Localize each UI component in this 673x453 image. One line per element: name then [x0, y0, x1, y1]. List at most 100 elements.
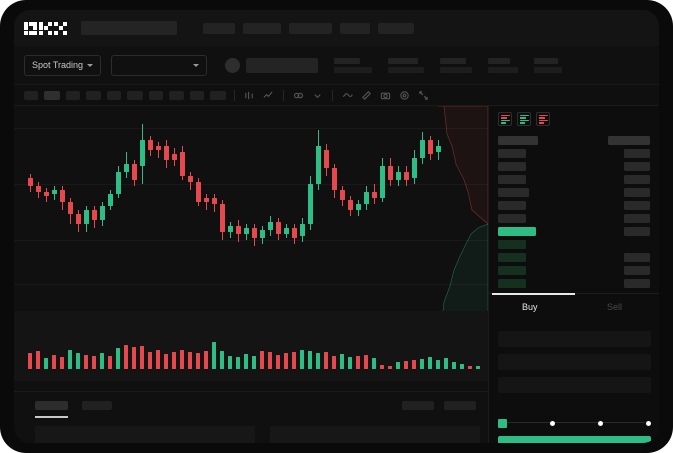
candle-body	[308, 184, 313, 224]
stat-block-3	[440, 57, 473, 73]
camera-icon[interactable]	[379, 89, 392, 102]
buy-sell-tabs: Buy Sell	[489, 293, 659, 323]
stepper-point-4[interactable]	[646, 420, 651, 426]
market-type-label: Spot Trading	[32, 60, 84, 70]
timeframe-button-10[interactable]	[210, 90, 226, 100]
stat-block-5	[534, 57, 563, 73]
nav-item-3[interactable]	[289, 22, 332, 34]
tab-order-history[interactable]	[82, 401, 112, 410]
orderbook-row-size-4[interactable]	[624, 175, 650, 184]
candle-body	[84, 210, 89, 224]
orderbook-row-size-3[interactable]	[624, 162, 650, 171]
header-search-field[interactable]	[81, 21, 177, 35]
orderbook-bids-icon[interactable]	[517, 112, 531, 126]
volume-bar-10	[100, 353, 104, 369]
orderbook-row-price-5[interactable]	[498, 188, 529, 197]
timeframe-button-2[interactable]	[44, 90, 60, 100]
timeframe-button-5[interactable]	[107, 90, 121, 100]
timeframe-button-9[interactable]	[190, 90, 204, 100]
settings-icon[interactable]	[398, 89, 411, 102]
place-order-button[interactable]	[498, 436, 651, 443]
timeframe-button-4[interactable]	[86, 90, 101, 100]
order-amount-field[interactable]	[498, 354, 651, 370]
volume-bar-9	[92, 356, 96, 369]
orderbook-row-price-4[interactable]	[498, 175, 526, 184]
okx-logo[interactable]	[24, 21, 67, 35]
stat-block-2	[388, 57, 425, 73]
candle-body	[52, 190, 57, 194]
ruler-icon[interactable]	[360, 89, 373, 102]
candle-body	[108, 194, 113, 206]
logo-letter-o	[24, 21, 37, 35]
line-chart-icon[interactable]	[262, 89, 275, 102]
market-type-dropdown[interactable]: Spot Trading	[24, 54, 102, 76]
candle-body	[372, 192, 377, 198]
orderbook-asks-icon[interactable]	[536, 112, 550, 126]
orderbook-row-price-12[interactable]	[498, 279, 526, 288]
chevron-down-icon	[87, 63, 94, 67]
candle-body	[332, 168, 337, 190]
nav-item-5[interactable]	[378, 22, 414, 34]
orderbook-row-size-10[interactable]	[624, 253, 650, 262]
volume-bar-8	[84, 355, 88, 369]
stepper-point-2[interactable]	[550, 420, 555, 426]
tab-open-orders[interactable]	[35, 401, 68, 410]
volume-bar-19	[172, 352, 176, 369]
orderbook-row-size-7[interactable]	[624, 214, 650, 223]
volume-bar-5	[60, 357, 64, 369]
candle-body	[148, 140, 153, 150]
orderbook-row-size-5[interactable]	[624, 188, 650, 197]
volume-bar-49	[412, 360, 416, 369]
amount-percent-stepper[interactable]	[498, 417, 651, 429]
volume-bar-22	[196, 353, 200, 369]
nav-item-1[interactable]	[203, 22, 235, 34]
candle-body	[36, 186, 41, 192]
orderbook-row-price-3[interactable]	[498, 162, 526, 171]
orderbook-row-price-11[interactable]	[498, 266, 526, 275]
timeframe-button-8[interactable]	[169, 90, 184, 100]
order-price-field[interactable]	[498, 331, 651, 347]
timeframe-button-1[interactable]	[24, 90, 38, 100]
orderbook-row-size-1[interactable]	[608, 136, 650, 145]
orderbook-row-price-1[interactable]	[498, 136, 538, 145]
trading-pair-select[interactable]	[111, 54, 208, 76]
orderbook-row-price-7[interactable]	[498, 214, 526, 223]
timeframe-button-6[interactable]	[127, 90, 143, 100]
volume-bar-4	[52, 355, 56, 369]
candle-body	[260, 230, 265, 238]
price-chart[interactable]	[14, 106, 488, 391]
orderbook-row-size-8[interactable]	[624, 227, 650, 236]
nav-item-4[interactable]	[340, 22, 370, 34]
volume-bar-23	[204, 351, 208, 369]
orderbook-row-price-9[interactable]	[498, 240, 526, 249]
candle-body	[244, 228, 249, 234]
chevron-down-icon[interactable]	[311, 89, 324, 102]
action-1[interactable]	[402, 401, 434, 410]
order-total-field[interactable]	[498, 377, 651, 393]
orderbook-row-price-8[interactable]	[498, 227, 536, 236]
tab-sell[interactable]: Sell	[607, 302, 623, 312]
indicator-icon[interactable]	[292, 89, 305, 102]
orderbook-row-price-6[interactable]	[498, 201, 526, 210]
orderbook-both-icon[interactable]	[498, 112, 512, 126]
orderbook-row-size-11[interactable]	[624, 266, 650, 275]
timeframe-button-3[interactable]	[66, 90, 80, 100]
stepper-point-3[interactable]	[598, 420, 603, 426]
orderbook-row-size-2[interactable]	[624, 149, 650, 158]
orderbook-row-size-6[interactable]	[624, 201, 650, 210]
stepper-point-1[interactable]	[498, 418, 507, 428]
trend-line-icon[interactable]	[341, 89, 354, 102]
candlestick-chart-icon[interactable]	[243, 89, 256, 102]
timeframe-button-7[interactable]	[149, 90, 163, 100]
tab-buy[interactable]: Buy	[522, 302, 538, 312]
candle-body	[28, 178, 33, 186]
nav-item-2[interactable]	[243, 22, 281, 34]
fullscreen-icon[interactable]	[417, 89, 430, 102]
orderbook-row-size-12[interactable]	[624, 279, 650, 288]
action-2[interactable]	[444, 401, 476, 410]
candle-body	[164, 146, 169, 160]
orderbook-row-price-2[interactable]	[498, 149, 526, 158]
volume-bar-34	[292, 352, 296, 369]
volume-bar-44	[372, 358, 376, 369]
orderbook-row-price-10[interactable]	[498, 253, 526, 262]
